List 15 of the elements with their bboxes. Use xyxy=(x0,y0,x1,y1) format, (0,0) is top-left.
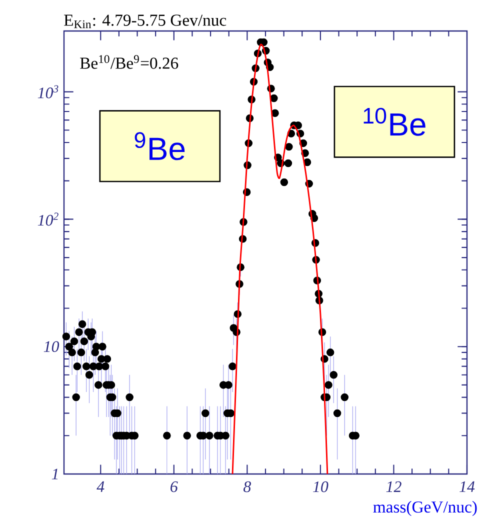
x-tick-label: 6 xyxy=(170,481,178,492)
x-tick-label: 14 xyxy=(460,481,475,492)
x-tick-label: 8 xyxy=(244,481,251,492)
y-tick-label: 1 xyxy=(52,468,58,480)
x-tick-label: 10 xyxy=(313,481,328,492)
y-tick-label: 10$^{2}$ xyxy=(38,212,58,226)
annotation: $^{9}$Be xyxy=(134,132,185,160)
x-tick-label: 4 xyxy=(96,481,104,492)
y-tick-label: 10 xyxy=(44,341,60,352)
x-tick-label: 12 xyxy=(386,481,402,492)
annotation: $^{10}$Be xyxy=(364,108,426,136)
x-axis-title: mass(GeV/nuc) xyxy=(373,500,477,516)
annotation: Be$^{10}$/Be$^{9}$=0.26 xyxy=(80,55,178,69)
y-tick-label: 10$^{3}$ xyxy=(38,85,58,98)
chart-title: E$_{Kin}$: 4.79-5.75 Gev/nuc xyxy=(64,14,226,28)
